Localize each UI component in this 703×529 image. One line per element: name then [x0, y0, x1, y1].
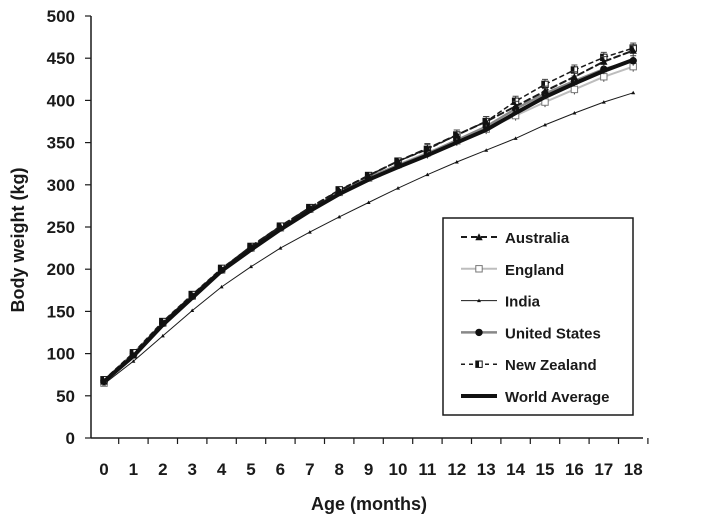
legend-item: United States [461, 325, 601, 342]
x-tick-label: 18 [624, 460, 643, 479]
legend-label: India [505, 294, 541, 311]
y-tick-label: 250 [47, 218, 75, 237]
series [102, 90, 636, 386]
data-point-fill [600, 54, 604, 61]
x-tick-label: 16 [565, 460, 584, 479]
data-point [631, 90, 636, 95]
data-point [131, 359, 136, 363]
x-tick-label: 5 [246, 460, 255, 479]
data-point [475, 233, 483, 241]
y-tick-label: 100 [47, 345, 75, 364]
y-tick-label: 350 [47, 134, 75, 153]
series-line [102, 57, 636, 384]
x-tick-label: 15 [536, 460, 555, 479]
x-tick-label: 10 [389, 460, 408, 479]
data-point [307, 230, 312, 234]
legend-label: New Zealand [505, 357, 597, 374]
data-point [454, 160, 459, 164]
data-point [482, 117, 490, 125]
data-point [477, 298, 481, 303]
data-point [396, 186, 400, 190]
data-point [394, 157, 402, 165]
legend-item: World Average [461, 389, 609, 406]
data-point-fill [541, 81, 545, 88]
x-tick-label: 11 [418, 460, 436, 479]
data-point [511, 102, 520, 110]
data-point-fill [336, 186, 340, 194]
legend-item: England [461, 262, 564, 279]
data-point-fill [630, 44, 634, 52]
data-point [543, 122, 547, 127]
y-tick-label: 500 [47, 7, 75, 26]
data-point [249, 264, 253, 269]
x-tick-label: 2 [158, 460, 167, 479]
data-point-fill [130, 349, 134, 356]
data-point [366, 200, 371, 205]
x-axis-label: Age (months) [311, 494, 427, 514]
data-point [160, 333, 165, 338]
x-tick-label: 0 [99, 460, 108, 479]
x-tick-label: 8 [334, 460, 343, 479]
data-point [601, 100, 606, 104]
data-point [475, 265, 483, 273]
x-tick-label: 12 [447, 460, 466, 479]
data-point [475, 328, 483, 337]
legend-item: New Zealand [461, 357, 597, 374]
data-point [484, 148, 489, 152]
data-point [190, 308, 195, 313]
data-point [425, 172, 430, 177]
data-point [423, 144, 432, 152]
data-point-fill [159, 318, 163, 325]
y-tick-label: 200 [47, 260, 75, 279]
legend-label: England [505, 262, 564, 279]
x-tick-label: 13 [477, 460, 496, 479]
x-tick-label: 6 [276, 460, 285, 479]
data-point-fill [571, 66, 575, 74]
legend-label: World Average [505, 389, 609, 406]
data-point-fill [189, 291, 193, 298]
legend-item: India [461, 294, 541, 311]
legend-item: Australia [461, 230, 570, 247]
y-tick-label: 300 [47, 176, 75, 195]
legend-label: United States [505, 325, 601, 342]
data-point [219, 284, 224, 289]
series-layer [100, 42, 637, 387]
data-point [453, 131, 461, 139]
data-point [278, 246, 283, 250]
legend: Australia England India United States New Ze… [442, 217, 634, 416]
y-axis-label: Body weight (kg) [8, 168, 28, 313]
y-tick-label: 0 [66, 429, 75, 448]
x-tick-label: 9 [364, 460, 373, 479]
data-point [600, 57, 608, 65]
data-point [541, 87, 549, 95]
data-point [570, 85, 579, 94]
x-tick-label: 3 [187, 460, 196, 479]
data-point-fill [100, 376, 104, 383]
x-tick-label: 4 [217, 460, 227, 479]
x-tick-label: 7 [305, 460, 314, 479]
data-point [337, 214, 342, 219]
legend-box [442, 217, 634, 416]
x-tick-label: 17 [594, 460, 613, 479]
series [102, 57, 636, 384]
x-tick-label: 14 [506, 460, 525, 479]
legend-label: Australia [505, 230, 570, 247]
data-point-fill [475, 361, 479, 368]
y-tick-label: 400 [47, 91, 75, 110]
y-tick-label: 150 [47, 302, 75, 321]
x-tick-label: 1 [129, 460, 138, 479]
data-point [513, 136, 518, 140]
y-tick-label: 450 [47, 49, 75, 68]
data-point [572, 111, 577, 115]
data-point [600, 73, 608, 81]
data-point [570, 73, 579, 80]
data-point-fill [218, 265, 222, 272]
y-tick-label: 50 [56, 387, 75, 406]
data-point [629, 46, 637, 54]
